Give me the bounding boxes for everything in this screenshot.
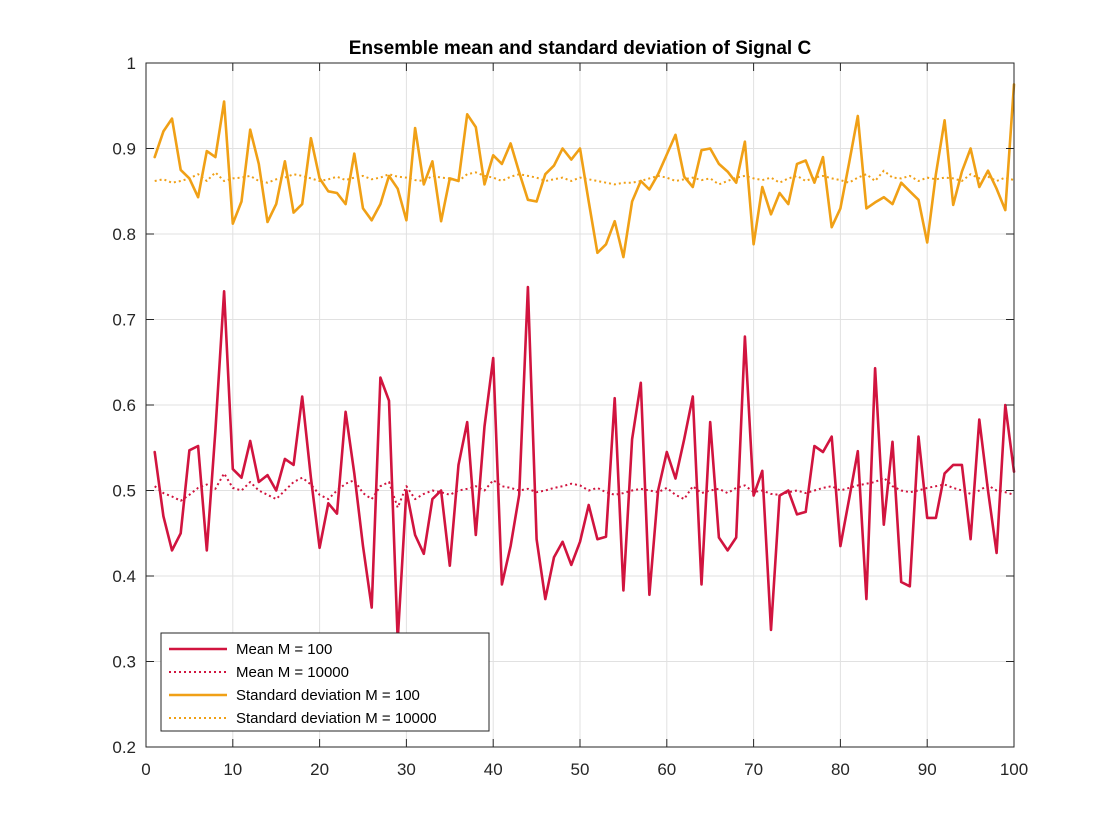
y-tick-label: 0.9 [112, 140, 136, 159]
series-line-mean-m-100 [153, 285, 1016, 642]
chart-title: Ensemble mean and standard deviation of … [349, 38, 812, 59]
x-tick-label: 50 [571, 760, 590, 779]
legend-entry-label: Standard deviation M = 10000 [236, 710, 437, 727]
legend: Mean M = 100 Mean M = 10000 Standard devia… [160, 632, 490, 732]
x-tick-label: 20 [310, 760, 329, 779]
tick-labels: 0 10 20 30 40 50 60 70 80 90 100 0.2 0.3 0.4 0.5 0.6 0.7… [112, 54, 1028, 779]
x-tick-label: 80 [831, 760, 850, 779]
series-layer [153, 83, 1016, 642]
y-tick-label: 0.7 [112, 311, 136, 330]
y-tick-label: 1 [127, 54, 136, 73]
y-tick-label: 0.5 [112, 482, 136, 501]
x-tick-label: 0 [141, 760, 150, 779]
series-line-standard-deviation-m-100 [153, 83, 1016, 259]
legend-entry-label: Mean M = 10000 [236, 664, 349, 681]
y-tick-label: 0.2 [112, 738, 136, 757]
y-tick-label: 0.8 [112, 225, 136, 244]
x-tick-label: 60 [657, 760, 676, 779]
x-tick-label: 30 [397, 760, 416, 779]
legend-entry-label: Standard deviation M = 100 [236, 687, 420, 704]
legend-entry-label: Mean M = 100 [236, 641, 332, 658]
y-tick-label: 0.3 [112, 653, 136, 672]
y-tick-label: 0.4 [112, 567, 136, 586]
series-line-mean-m-10000 [154, 472, 1015, 509]
ticks [145, 62, 1015, 748]
x-tick-label: 70 [744, 760, 763, 779]
y-tick-label: 0.6 [112, 396, 136, 415]
x-tick-label: 40 [484, 760, 503, 779]
x-tick-label: 90 [918, 760, 937, 779]
x-tick-label: 10 [223, 760, 242, 779]
x-tick-label: 100 [1000, 760, 1028, 779]
